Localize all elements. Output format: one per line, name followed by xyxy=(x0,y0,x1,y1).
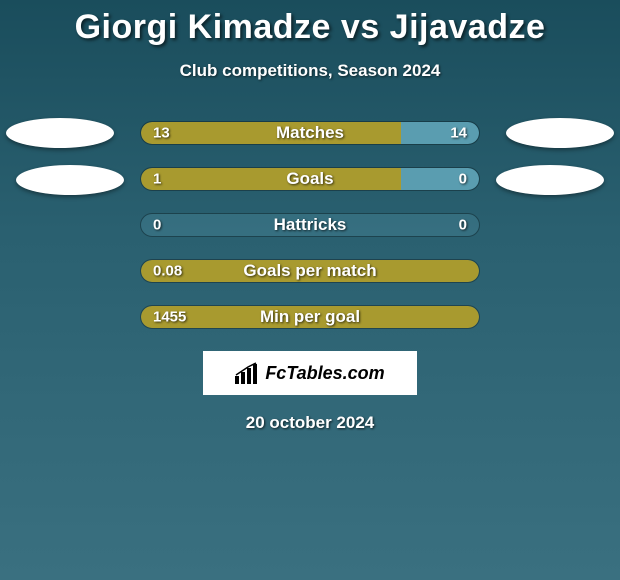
player-badge-left xyxy=(16,165,124,195)
stat-bar: 1455 Min per goal xyxy=(140,305,480,329)
bar-fill-left xyxy=(141,168,401,190)
stat-bar: 1 0 Goals xyxy=(140,167,480,191)
stat-value-left: 0 xyxy=(153,217,161,234)
watermark[interactable]: FcTables.com xyxy=(203,351,417,395)
stat-bar: 13 14 Matches xyxy=(140,121,480,145)
stat-value-left: 1 xyxy=(153,171,161,188)
stat-label: Goals xyxy=(286,169,333,189)
page-title: Giorgi Kimadze vs Jijavadze xyxy=(0,8,620,47)
stat-value-right: 0 xyxy=(459,217,467,234)
player-badge-left xyxy=(6,118,114,148)
stat-value-left: 13 xyxy=(153,125,170,142)
date-label: 20 october 2024 xyxy=(0,413,620,433)
stat-label: Goals per match xyxy=(243,261,376,281)
chart-bars-icon xyxy=(235,362,261,384)
stat-label: Matches xyxy=(276,123,344,143)
player-badge-right xyxy=(506,118,614,148)
stat-bar: 0.08 Goals per match xyxy=(140,259,480,283)
stat-bar: 0 0 Hattricks xyxy=(140,213,480,237)
bar-fill-right xyxy=(401,168,479,190)
stat-value-left: 1455 xyxy=(153,309,186,326)
stat-row: 0 0 Hattricks xyxy=(0,213,620,237)
stat-row: 13 14 Matches xyxy=(0,121,620,145)
stat-value-right: 0 xyxy=(459,171,467,188)
comparison-card: Giorgi Kimadze vs Jijavadze Club competi… xyxy=(0,0,620,580)
stat-row: 1455 Min per goal xyxy=(0,305,620,329)
bar-fill-left xyxy=(141,122,401,144)
bar-fill-right xyxy=(401,122,479,144)
stat-label: Min per goal xyxy=(260,307,360,327)
watermark-text: FcTables.com xyxy=(265,363,384,384)
subtitle: Club competitions, Season 2024 xyxy=(0,61,620,81)
stat-value-right: 14 xyxy=(450,125,467,142)
player-badge-right xyxy=(496,165,604,195)
stats-list: 13 14 Matches 1 0 Goals 0 0 Hattricks 0.08 Goals p… xyxy=(0,121,620,329)
stat-row: 0.08 Goals per match xyxy=(0,259,620,283)
stat-row: 1 0 Goals xyxy=(0,167,620,191)
stat-value-left: 0.08 xyxy=(153,263,182,280)
stat-label: Hattricks xyxy=(274,215,347,235)
